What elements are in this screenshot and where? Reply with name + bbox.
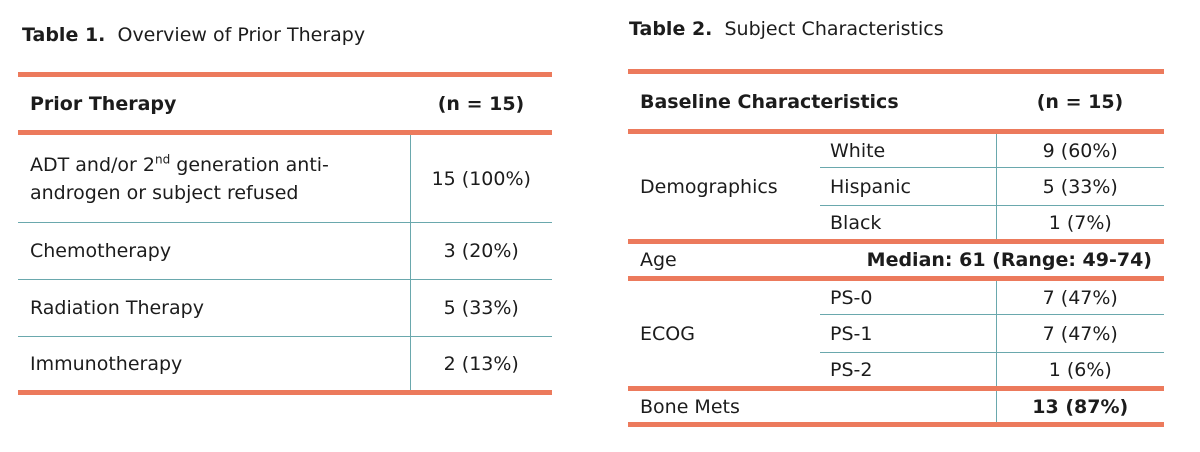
- table1-caption-title: Overview of Prior Therapy: [117, 24, 366, 46]
- demographic-value: 9 (60%): [995, 131, 1164, 168]
- table-row: PS-1 7 (47%): [628, 314, 1164, 353]
- table-row: Age Median: 61 (Range: 49-74): [628, 242, 1164, 279]
- therapy-text-superscript: nd: [154, 152, 171, 167]
- table1-value-cell: 15 (100%): [409, 132, 552, 223]
- table-row: ADT and/or 2nd generation anti- androgen…: [18, 132, 552, 223]
- subject-characteristics-table: Baseline Characteristics (n = 15) Demogr…: [628, 69, 1164, 427]
- ecog-value: 7 (47%): [995, 278, 1164, 315]
- bone-mets-label: Bone Mets: [640, 395, 740, 418]
- ecog-name: PS-1: [830, 322, 873, 345]
- demographic-name: White: [830, 139, 886, 162]
- table2-caption: Table 2. Subject Characteristics: [629, 18, 944, 40]
- table-row: Black 1 (7%): [628, 205, 1164, 242]
- table1-therapy-cell: ADT and/or 2nd generation anti- androgen…: [18, 133, 410, 223]
- ecog-name: PS-0: [830, 286, 873, 309]
- table2-caption-title: Subject Characteristics: [724, 18, 944, 40]
- age-value: Median: 61 (Range: 49-74): [866, 249, 1152, 271]
- table-row: PS-2 1 (6%): [628, 352, 1164, 389]
- ecog-value: 1 (6%): [995, 352, 1164, 389]
- therapy-text-part2: generation anti-: [170, 153, 329, 176]
- table1-value-cell: 2 (13%): [409, 336, 552, 393]
- table1-header-row: Prior Therapy (n = 15): [18, 74, 552, 133]
- table-row: Demographics White 9 (60%): [628, 131, 1164, 244]
- table2-caption-label: Table 2.: [629, 18, 713, 40]
- table-row: ECOG PS-0 7 (47%): [628, 278, 1164, 391]
- table1-header-n: (n = 15): [437, 92, 525, 115]
- table2-header-n: (n = 15): [1036, 90, 1124, 113]
- table1-value-cell: 3 (20%): [409, 222, 552, 280]
- prior-therapy-table: Prior Therapy (n = 15) ADT and/or 2nd ge…: [18, 72, 552, 395]
- ecog-value: 7 (47%): [995, 314, 1164, 353]
- table-row: Chemotherapy 3 (20%): [18, 222, 552, 280]
- table1-therapy-cell: Chemotherapy: [30, 240, 172, 262]
- table1-therapy-cell: Immunotherapy: [30, 352, 183, 375]
- table1-caption-label: Table 1.: [22, 24, 106, 46]
- table1-therapy-cell: Radiation Therapy: [30, 297, 204, 319]
- ecog-name: PS-2: [830, 358, 873, 381]
- therapy-text-part1: ADT and/or 2: [30, 153, 155, 176]
- table1-header-therapy: Prior Therapy: [30, 92, 177, 115]
- table2-header-row: Baseline Characteristics (n = 15): [628, 71, 1164, 132]
- demographic-value: 5 (33%): [995, 167, 1164, 206]
- table1-value-cell: 5 (33%): [409, 279, 552, 337]
- bone-mets-value: 13 (87%): [995, 388, 1164, 425]
- table-row: Radiation Therapy 5 (33%): [18, 279, 552, 337]
- table-row: Bone Mets 13 (87%): [628, 388, 1164, 425]
- ecog-label: ECOG: [628, 278, 820, 391]
- demographic-value: 1 (7%): [995, 205, 1164, 242]
- demographics-label: Demographics: [628, 131, 820, 244]
- table1-caption: Table 1. Overview of Prior Therapy: [22, 24, 365, 46]
- therapy-text-line2: androgen or subject refused: [30, 181, 299, 204]
- table-row: Immunotherapy 2 (13%): [18, 336, 552, 393]
- age-label: Age: [640, 249, 677, 271]
- demographic-name: Black: [830, 211, 882, 234]
- table2-header-characteristics: Baseline Characteristics: [640, 90, 899, 113]
- demographic-name: Hispanic: [830, 175, 911, 198]
- table-row: Hispanic 5 (33%): [628, 167, 1164, 206]
